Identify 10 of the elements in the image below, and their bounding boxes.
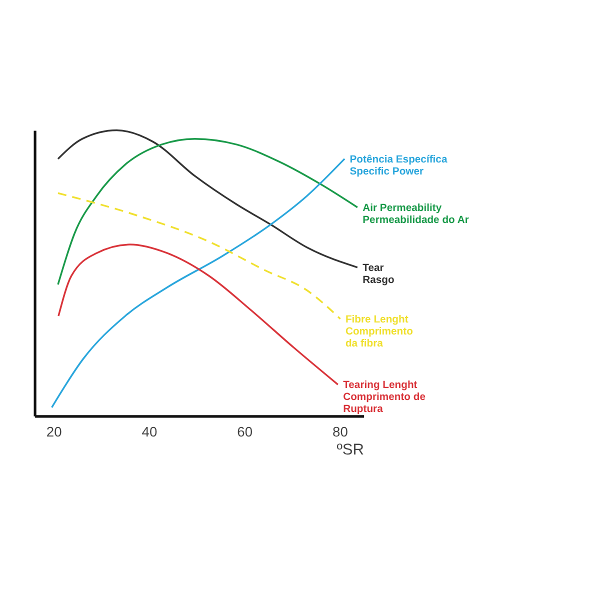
series-label: Tear Rasgo xyxy=(362,262,394,286)
series-label: Tearing Lenght Comprimento de Ruptura xyxy=(343,380,426,416)
series-label: Fibre Lenght Comprimento da fibra xyxy=(345,314,413,350)
series-label: Air Permeability Permeabilidade do Ar xyxy=(362,202,469,226)
series-label: Potência Específica Specific Power xyxy=(350,154,448,178)
x-tick-label: 80 xyxy=(332,423,348,440)
x-axis-title: ºSR xyxy=(336,442,364,458)
x-tick-label: 20 xyxy=(46,423,62,440)
x-tick-label: 40 xyxy=(142,423,158,440)
x-tick-label: 60 xyxy=(237,423,253,440)
